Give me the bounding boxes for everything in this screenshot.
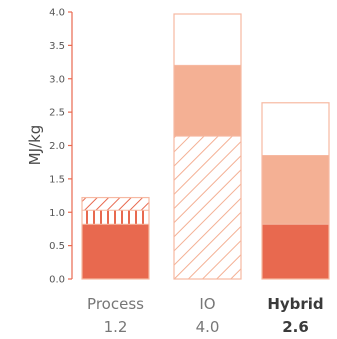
bar-segment	[82, 197, 149, 211]
bar-segment	[262, 155, 329, 225]
bar-segment	[174, 14, 241, 66]
y-tick-label: 1.5	[49, 174, 65, 185]
y-tick-label: 3.5	[49, 41, 65, 52]
bar-segment	[174, 136, 241, 279]
y-tick-label: 4.0	[49, 8, 65, 19]
bar-segment	[262, 102, 329, 156]
bar-outline	[173, 13, 242, 280]
category-label: IO	[199, 295, 215, 313]
category-total-label: 1.2	[104, 318, 128, 336]
bar-segment	[82, 210, 149, 225]
category-label: Process	[87, 295, 144, 313]
y-axis-label: MJ/kg	[26, 125, 44, 166]
bar-segment	[174, 65, 241, 137]
x-labels-group: Process 1.2 IO 4.0 Hybrid 2.6	[87, 295, 324, 336]
category-label: Hybrid	[267, 295, 323, 313]
y-tick-label: 0.5	[49, 241, 65, 252]
y-tick-label: 0.0	[49, 275, 65, 286]
bars-group	[81, 13, 330, 280]
bar-outline	[261, 102, 330, 280]
y-tick-label: 3.0	[49, 74, 65, 85]
y-axis: 0.0 0.5 1.0 1.5 2.0 2.5 3.0 3.5 4.0	[49, 8, 73, 286]
bar-process	[81, 196, 150, 280]
category-total-label: 4.0	[196, 318, 220, 336]
y-tick-label: 2.0	[49, 141, 65, 152]
y-tick-label: 2.5	[49, 108, 65, 119]
category-total-label: 2.6	[282, 318, 309, 336]
bar-io	[173, 13, 242, 280]
bar-hybrid	[261, 102, 330, 280]
bar-outline	[81, 196, 150, 280]
bar-segment	[82, 224, 149, 279]
y-tick-label: 1.0	[49, 208, 65, 219]
bar-segment	[262, 224, 329, 279]
